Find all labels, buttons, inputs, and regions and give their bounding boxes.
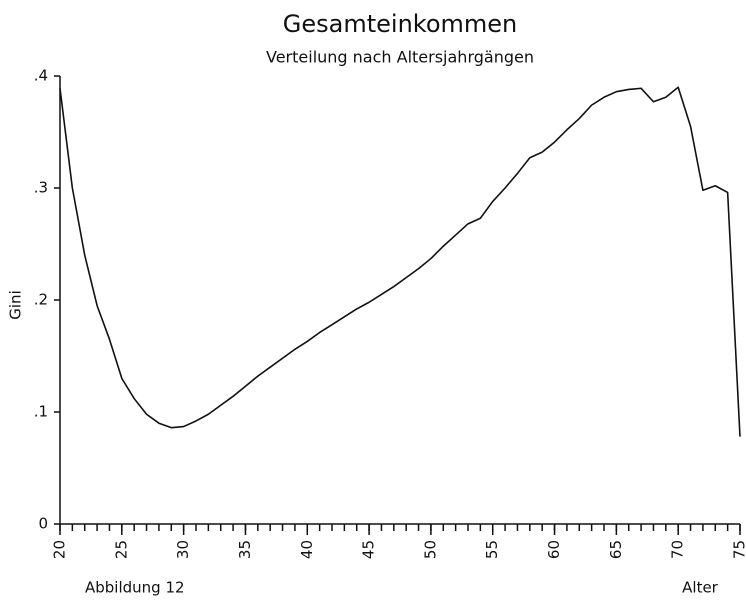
y-tick-label: .1 xyxy=(34,403,48,421)
x-tick-label: 40 xyxy=(298,540,316,559)
x-tick-label: 75 xyxy=(731,540,746,559)
chart-subtitle: Verteilung nach Altersjahrgängen xyxy=(266,48,534,67)
x-tick-label: 20 xyxy=(51,540,69,559)
y-tick-label: .3 xyxy=(34,179,48,197)
y-tick-label: .2 xyxy=(34,291,48,309)
annotation: Abbildung 12 xyxy=(85,579,185,597)
x-tick-label: 65 xyxy=(607,540,625,559)
x-tick-label: 35 xyxy=(236,540,254,559)
y-axis-label: Gini xyxy=(7,290,25,319)
x-tick-label: 55 xyxy=(483,540,501,559)
x-tick-label: 25 xyxy=(112,540,130,559)
x-tick-label: 60 xyxy=(545,540,563,559)
x-tick-label: 45 xyxy=(360,540,378,559)
y-tick-label: 0 xyxy=(38,515,48,533)
line xyxy=(59,86,741,437)
chart-title: Gesamteinkommen xyxy=(283,10,517,38)
y-tick-label: .4 xyxy=(34,67,48,85)
x-tick-label: 50 xyxy=(421,540,439,559)
x-axis-label: Alter xyxy=(682,579,719,597)
x-tick-label: 30 xyxy=(174,540,192,559)
x-tick-label: 70 xyxy=(669,540,687,559)
